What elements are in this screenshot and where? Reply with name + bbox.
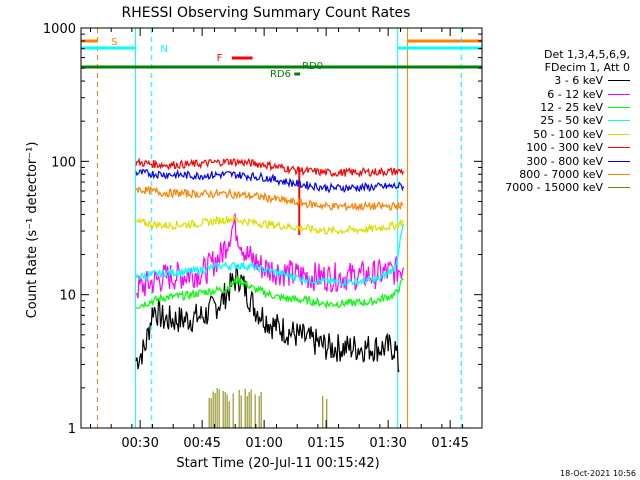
legend-swatch bbox=[608, 93, 630, 95]
y-tick-label: 1 bbox=[68, 422, 76, 437]
decimation-rd0-label: RD0 bbox=[302, 61, 323, 72]
legend-entry: 300 - 800 keV bbox=[480, 154, 632, 168]
legend-entry-label: 100 - 300 keV bbox=[526, 141, 603, 155]
legend-entry: 50 - 100 keV bbox=[480, 128, 632, 141]
series-layer bbox=[135, 157, 405, 428]
y-tick-label: 1000 bbox=[43, 22, 76, 37]
legend-swatch bbox=[608, 160, 630, 162]
legend-entry-label: 50 - 100 keV bbox=[533, 127, 603, 141]
y-tick-label: 10 bbox=[59, 289, 76, 304]
series-line-7 bbox=[135, 185, 404, 212]
axis-layer: 1 10 100 1000 00:30 00:45 01:00 01:15 01:30 01:45 bbox=[43, 22, 482, 451]
series-line-2 bbox=[135, 275, 404, 310]
saa-flag-label: S bbox=[111, 37, 117, 48]
x-tick-label: 01:45 bbox=[431, 436, 468, 451]
legend-entry: 3 - 6 keV bbox=[480, 74, 632, 87]
legend-swatch bbox=[608, 187, 630, 189]
night-flag-label: N bbox=[160, 44, 167, 55]
chart-title: RHESSI Observing Summary Count Rates bbox=[122, 5, 411, 21]
legend-entry: 6 - 12 keV bbox=[480, 87, 632, 101]
legend-swatch bbox=[608, 120, 630, 122]
legend-entry: 100 - 300 keV bbox=[480, 141, 632, 154]
series-line-3 bbox=[135, 223, 405, 287]
x-tick-label: 01:00 bbox=[245, 436, 282, 451]
legend-entry: 25 - 50 keV bbox=[480, 114, 632, 127]
x-tick-label: 00:45 bbox=[183, 436, 220, 451]
x-tick-label: 01:15 bbox=[307, 436, 344, 451]
legend-entry-label: 300 - 800 keV bbox=[526, 154, 603, 168]
series-line-6 bbox=[135, 168, 405, 194]
legend-entry: 800 - 7000 keV bbox=[480, 168, 632, 181]
legend-entry: 7000 - 15000 keV bbox=[480, 181, 632, 194]
legend-entry-label: 7000 - 15000 keV bbox=[505, 181, 603, 195]
legend-entry-label: 3 - 6 keV bbox=[554, 74, 603, 88]
legend-header-line-1: Det 1,3,4,5,6,9, bbox=[543, 48, 630, 61]
x-tick-label: 01:30 bbox=[369, 436, 406, 451]
x-axis-label: Start Time (20-Jul-11 00:15:42) bbox=[176, 456, 379, 471]
legend-entry-label: 6 - 12 keV bbox=[547, 87, 603, 101]
legend-header-line-2: FDecim 1, Att 0 bbox=[544, 61, 630, 74]
legend-swatch bbox=[608, 106, 630, 108]
legend-entry: 12 - 25 keV bbox=[480, 101, 632, 114]
legend-swatch bbox=[608, 133, 630, 135]
series-line-0 bbox=[135, 264, 400, 373]
flare-flag-label: F bbox=[217, 53, 223, 64]
y-axis-label: Count Rate (s⁻¹ detector⁻¹) bbox=[25, 142, 40, 319]
legend-swatch bbox=[608, 147, 630, 149]
plot-frame bbox=[80, 27, 483, 429]
flag-layer: S N F RD0 RD6 bbox=[81, 28, 482, 428]
legend-entry-label: 12 - 25 keV bbox=[540, 100, 603, 114]
legend: Det 1,3,4,5,6,9, FDecim 1, Att 0 3 - 6 k… bbox=[480, 48, 632, 195]
series-line-4 bbox=[135, 214, 404, 235]
y-tick-label: 100 bbox=[51, 155, 76, 170]
series-line-5 bbox=[135, 157, 405, 178]
legend-rows: 3 - 6 keV 6 - 12 keV 12 - 25 keV 25 - 50 ke… bbox=[480, 74, 632, 195]
footer-timestamp: 18-Oct-2021 10:56 bbox=[560, 469, 636, 478]
legend-entry-label: 25 - 50 keV bbox=[540, 114, 603, 128]
legend-entry-label: 800 - 7000 keV bbox=[519, 167, 603, 181]
decimation-rd6-label: RD6 bbox=[270, 69, 291, 80]
legend-swatch bbox=[608, 80, 630, 82]
x-tick-label: 00:30 bbox=[121, 436, 158, 451]
legend-swatch bbox=[608, 173, 630, 175]
